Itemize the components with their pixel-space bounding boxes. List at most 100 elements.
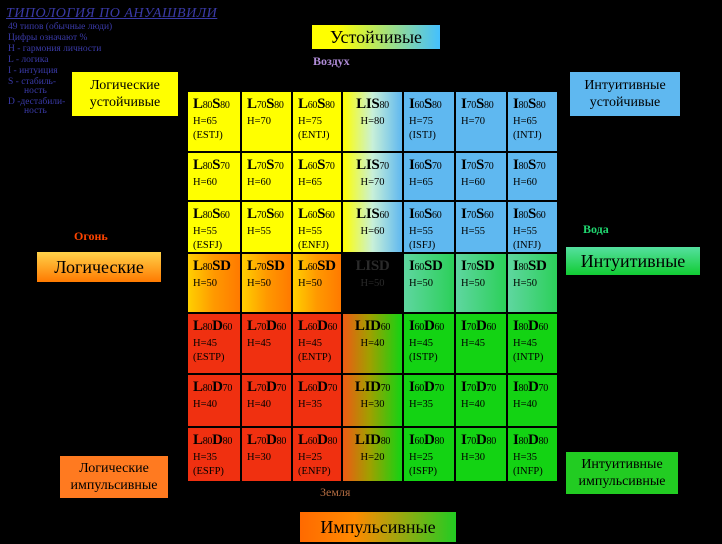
type-code-percent: 60 xyxy=(307,262,318,273)
type-code-percent: 60 xyxy=(432,210,442,221)
harmony-value: H=50 xyxy=(513,278,538,289)
mbti-type: (ESFJ) xyxy=(193,240,223,251)
type-code-percent: 60 xyxy=(307,322,318,333)
type-code-percent: 70 xyxy=(466,262,477,273)
heading-intuitive-label: Интуитивные xyxy=(580,250,686,271)
heading-impulsive-label: Импульсивные xyxy=(320,516,436,537)
type-cell: L70D60 H=45 xyxy=(241,313,292,374)
harmony-value: H=45 xyxy=(247,338,272,349)
type-code-percent: 70 xyxy=(538,383,549,394)
type-code-letter: S xyxy=(475,206,484,222)
type-code-letter: S xyxy=(266,157,275,173)
type-code-percent: 70 xyxy=(274,161,284,172)
type-code-percent: 60 xyxy=(307,100,318,111)
type-code-percent: 60 xyxy=(536,210,546,221)
type-code-percent: 60 xyxy=(380,322,391,333)
type-code-percent: 60 xyxy=(414,262,425,273)
type-cell: I60D80 H=25 (ISFP) xyxy=(403,427,455,482)
type-cell: I80D60 H=45 (INTP) xyxy=(507,313,558,374)
harmony-value: H=50 xyxy=(461,278,486,289)
type-code-letter: LID xyxy=(354,432,381,448)
type-code-letter: D xyxy=(266,379,277,395)
mbti-type: (ENTJ) xyxy=(298,130,330,141)
type-code: I70S80 xyxy=(461,96,494,113)
type-code-percent: 60 xyxy=(222,322,233,333)
type-code-percent: 80 xyxy=(202,436,213,447)
type-code-percent: 80 xyxy=(432,100,442,111)
type-code-letter: D xyxy=(266,432,277,448)
type-code-letter: L xyxy=(193,379,203,395)
type-cell: I60S60 H=55 (ISFJ) xyxy=(403,201,455,253)
harmony-value: H=20 xyxy=(360,452,385,463)
type-code-percent: 80 xyxy=(518,161,529,172)
type-cell: L60SD H=50 xyxy=(292,253,342,313)
heading-logical-stable-label: Логические устойчивые xyxy=(89,78,161,110)
harmony-value: H=65 xyxy=(193,116,218,127)
type-code-percent: 70 xyxy=(276,383,287,394)
type-cell: I70S60 H=55 xyxy=(455,201,507,253)
type-code-percent: 60 xyxy=(325,210,335,221)
type-code-letter: I xyxy=(513,379,519,395)
type-code-letter: S xyxy=(423,157,432,173)
type-code: L60SD xyxy=(298,258,336,275)
type-code-letter: I xyxy=(409,206,415,222)
type-code: I70S70 xyxy=(461,157,494,174)
type-cell: L80D70 H=40 xyxy=(187,374,241,427)
element-air: Воздух xyxy=(313,54,350,68)
type-cell: L80S60 H=55 (ESFJ) xyxy=(187,201,241,253)
type-code-letter: L xyxy=(247,258,257,274)
type-code-percent: 60 xyxy=(434,322,445,333)
type-code-percent: 60 xyxy=(484,210,494,221)
harmony-value: H=35 xyxy=(513,452,538,463)
type-code-percent: 80 xyxy=(327,436,338,447)
type-code: I70D80 xyxy=(461,432,496,449)
harmony-value: H=55 xyxy=(513,226,538,237)
type-code-letter: SD xyxy=(475,258,495,274)
harmony-value: H=60 xyxy=(461,177,486,188)
heading-stable: Устойчивые xyxy=(312,25,440,49)
type-cell: L70S70 H=60 xyxy=(241,152,292,201)
type-code-percent: 70 xyxy=(466,100,477,111)
type-code-letter: D xyxy=(317,379,328,395)
type-cell: L60D70 H=35 xyxy=(292,374,342,427)
harmony-value: H=40 xyxy=(247,399,272,410)
type-code-percent: 80 xyxy=(518,210,529,221)
type-cell: LIS70 H=70 xyxy=(342,152,403,201)
type-code-percent: 80 xyxy=(518,322,529,333)
type-code-letter: S xyxy=(475,157,484,173)
harmony-value: H=60 xyxy=(193,177,218,188)
type-cell: I70D60 H=45 xyxy=(455,313,507,374)
harmony-value: H=40 xyxy=(193,399,218,410)
type-code-percent: 80 xyxy=(518,383,529,394)
type-cell: I60D70 H=35 xyxy=(403,374,455,427)
type-code: I70SD xyxy=(461,258,495,275)
type-cell: I80D70 H=40 xyxy=(507,374,558,427)
type-code-percent: 70 xyxy=(486,383,497,394)
type-code-letter: S xyxy=(527,157,536,173)
type-cell: LID80 H=20 xyxy=(342,427,403,482)
type-code: L60D80 xyxy=(298,432,337,449)
harmony-value: H=70 xyxy=(360,177,385,188)
harmony-value: H=35 xyxy=(409,399,434,410)
mbti-type: (ISFJ) xyxy=(409,240,436,251)
type-code-letter: S xyxy=(527,206,536,222)
type-cell: LIS60 H=60 xyxy=(342,201,403,253)
type-code-percent: 80 xyxy=(538,436,549,447)
type-code-percent: 60 xyxy=(414,436,425,447)
type-cell: I80S60 H=55 (INFJ) xyxy=(507,201,558,253)
legend-line: H - гармония личности xyxy=(8,44,102,54)
type-code-letter: I xyxy=(461,96,467,112)
type-code: I80D60 xyxy=(513,318,548,335)
type-code-letter: D xyxy=(475,379,487,395)
type-code-letter: L xyxy=(247,379,257,395)
type-cell: L70S80 H=70 xyxy=(241,91,292,152)
element-water: Вода xyxy=(583,222,609,236)
heading-intuitive-stable-label: Интуитивные устойчивые xyxy=(584,78,666,110)
type-cell: I60S80 H=75 (ISTJ) xyxy=(403,91,455,152)
type-cell: LIS80 H=80 xyxy=(342,91,403,152)
heading-logical: Логические xyxy=(37,252,161,282)
type-code: LISD xyxy=(343,258,402,275)
harmony-value: H=50 xyxy=(193,278,218,289)
type-code: L70SD xyxy=(247,258,285,275)
type-code-letter: I xyxy=(461,206,467,222)
